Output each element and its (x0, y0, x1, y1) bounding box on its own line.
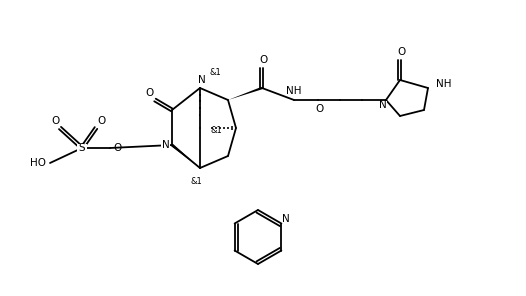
Text: &1: &1 (210, 126, 222, 134)
Text: NH: NH (436, 79, 451, 89)
Polygon shape (228, 87, 262, 100)
Text: N: N (162, 140, 170, 150)
Text: O: O (97, 116, 105, 126)
Text: O: O (113, 143, 121, 153)
Text: O: O (51, 116, 59, 126)
Text: O: O (260, 55, 268, 65)
Text: S: S (79, 143, 85, 153)
Text: NH: NH (286, 86, 302, 96)
Text: O: O (398, 47, 406, 57)
Bar (161, 141, 170, 149)
Text: N: N (198, 75, 206, 85)
Polygon shape (171, 144, 200, 168)
Text: N: N (379, 100, 387, 110)
Text: O: O (316, 104, 324, 114)
Text: HO: HO (30, 158, 46, 168)
Text: O: O (146, 88, 154, 98)
Bar (77, 144, 87, 152)
Text: N: N (281, 215, 289, 224)
Text: &1: &1 (209, 67, 221, 76)
Bar (379, 101, 388, 109)
Text: &1: &1 (190, 176, 202, 186)
